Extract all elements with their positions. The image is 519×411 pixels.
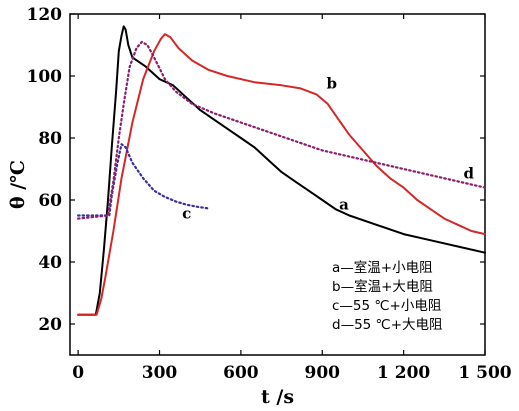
x-axis-title: t /s (261, 386, 294, 408)
legend-item-b: b—室温+大电阻 (332, 278, 433, 295)
x-tick-label: 0 (72, 363, 84, 383)
legend-item-d: d—55 ℃+大电阻 (332, 317, 443, 333)
series-label-a: a (339, 195, 349, 213)
x-tick-label: 1 500 (458, 363, 511, 383)
legend-item-c: c—55 ℃+小电阻 (332, 298, 441, 314)
legend: a—室温+小电阻 b—室温+大电阻 c—55 ℃+小电阻 d—55 ℃+大电阻 (332, 259, 443, 333)
series-label-c: c (182, 205, 191, 223)
x-tick-label: 600 (223, 363, 259, 383)
x-tick-label: 1 200 (377, 363, 430, 383)
series-layer (77, 25, 487, 316)
y-tick-label: 40 (38, 253, 62, 273)
y-tick-label: 60 (38, 191, 62, 211)
series-label-d: d (463, 164, 474, 182)
series-line-b (77, 33, 486, 316)
y-axis-title: θ /℃ (7, 160, 29, 209)
ticks-layer: 0 300 600 900 1 200 1 500 20 40 60 80 100 120 (27, 5, 512, 383)
series-line-d (77, 40, 487, 220)
series-labels: a b c d (182, 74, 474, 222)
legend-item-a: a—室温+小电阻 (332, 259, 433, 276)
y-tick-label: 80 (38, 129, 62, 149)
y-tick-label: 20 (38, 315, 62, 335)
series-line-a (77, 25, 486, 316)
series-line-c (77, 143, 210, 217)
series-label-b: b (326, 74, 337, 92)
y-tick-label: 100 (27, 67, 63, 87)
plot-frame (69, 13, 486, 356)
x-tick-label: 900 (305, 363, 341, 383)
x-tick-label: 300 (142, 363, 178, 383)
y-tick-label: 120 (27, 5, 63, 25)
